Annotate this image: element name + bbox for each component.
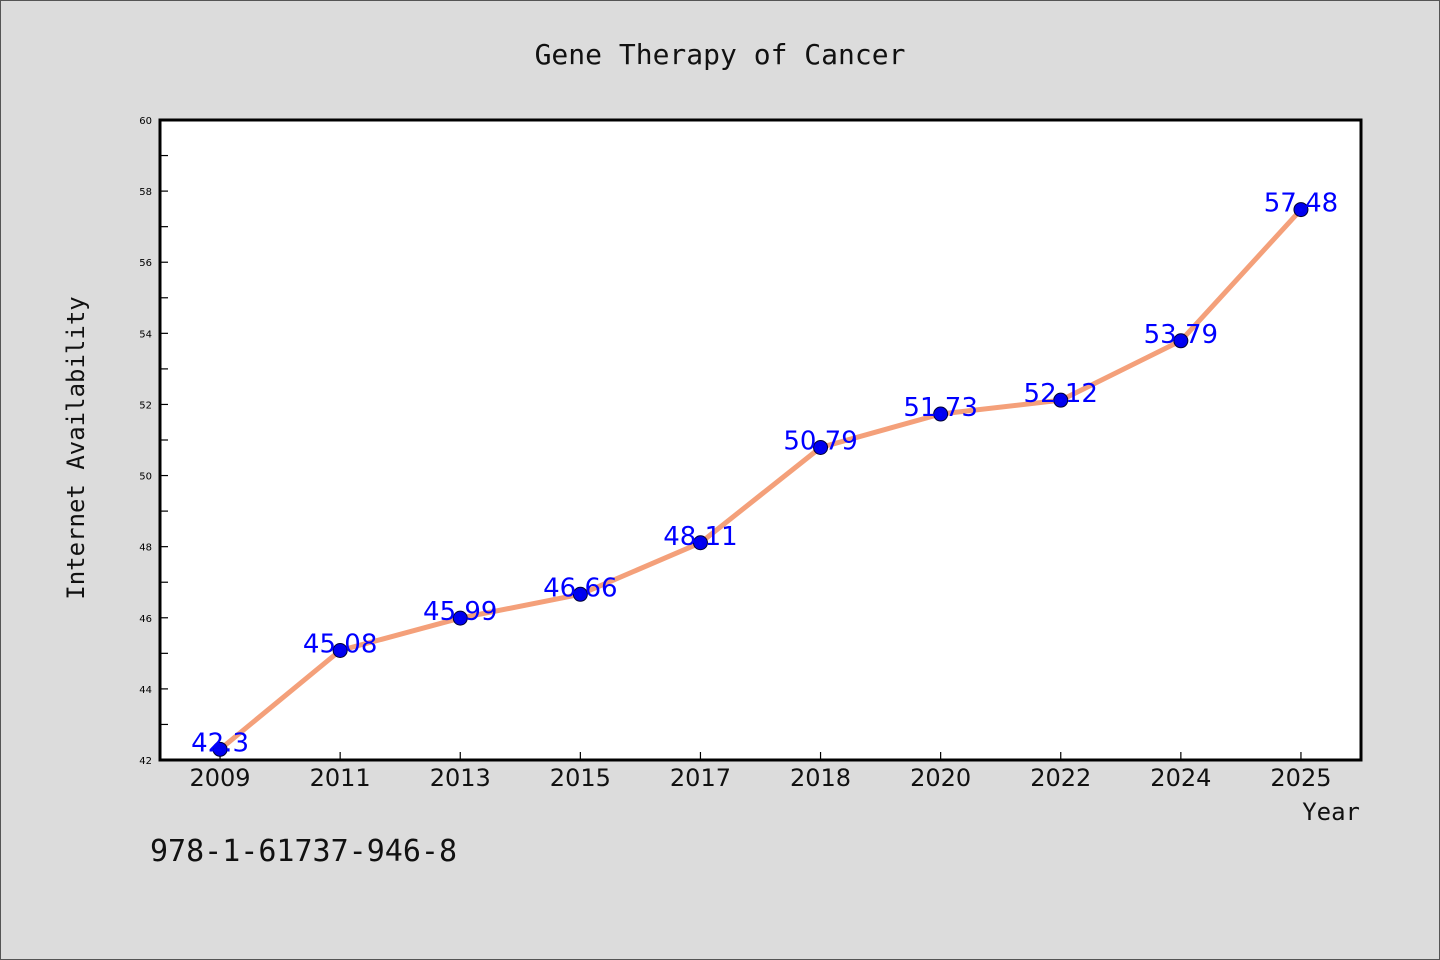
y-tick-label: 48	[139, 543, 152, 554]
data-point	[452, 610, 468, 626]
isbn-code: 978-1-61737-946-8	[150, 834, 458, 869]
x-tick-label: 2017	[670, 764, 731, 792]
x-tick-label: 2025	[1270, 764, 1331, 792]
data-point	[572, 586, 588, 602]
y-axis-label: Internet Availability	[62, 296, 90, 599]
x-axis-ticks: 2009 2011 2013 2015 2017 2018 2020 2022 2024 2025	[190, 752, 1331, 792]
x-tick-label: 2009	[190, 764, 251, 792]
data-point	[692, 535, 708, 551]
data-label: 50.79	[783, 426, 857, 456]
data-label: 52.12	[1024, 379, 1098, 409]
data-point	[212, 741, 228, 757]
data-label: 53.79	[1144, 320, 1218, 350]
data-point	[332, 642, 348, 658]
data-point	[813, 439, 829, 455]
y-tick-label: 58	[139, 187, 152, 198]
y-tick-label: 60	[139, 116, 152, 127]
data-label: 42.3	[191, 728, 249, 758]
series-line	[217, 207, 1304, 752]
x-tick-label: 2013	[430, 764, 491, 792]
data-label: 51.73	[903, 393, 977, 423]
data-labels: 42.3 45.08 45.99 46.66 48.11 50.79 51.73 52.12 5…	[191, 189, 1338, 759]
data-label: 57.48	[1264, 189, 1338, 219]
data-point	[1173, 333, 1189, 349]
y-tick-label: 42	[139, 756, 152, 767]
data-label: 45.99	[423, 597, 497, 627]
y-tick-label: 46	[139, 614, 152, 625]
y-axis-ticks: 42 44 46 48 50 52 54 56 58 60	[139, 116, 168, 767]
x-tick-label: 2024	[1150, 764, 1211, 792]
chart-title: Gene Therapy of Cancer	[535, 38, 906, 71]
x-tick-label: 2015	[550, 764, 611, 792]
plot-area	[158, 118, 1363, 762]
x-axis-label: Year	[1302, 798, 1360, 826]
x-tick-label: 2022	[1030, 764, 1091, 792]
data-point	[933, 406, 949, 422]
data-label: 46.66	[543, 573, 617, 603]
data-point	[1293, 202, 1309, 218]
x-tick-label: 2018	[790, 764, 851, 792]
x-tick-label: 2020	[910, 764, 971, 792]
data-point	[1053, 392, 1069, 408]
y-tick-label: 54	[139, 329, 152, 340]
y-tick-label: 52	[139, 400, 152, 411]
data-label: 45.08	[303, 629, 377, 659]
data-label: 48.11	[663, 522, 737, 552]
series-markers	[212, 202, 1309, 757]
y-tick-label: 50	[139, 472, 152, 483]
y-tick-label: 44	[139, 685, 152, 696]
x-tick-label: 2011	[310, 764, 371, 792]
y-tick-label: 56	[139, 258, 152, 269]
